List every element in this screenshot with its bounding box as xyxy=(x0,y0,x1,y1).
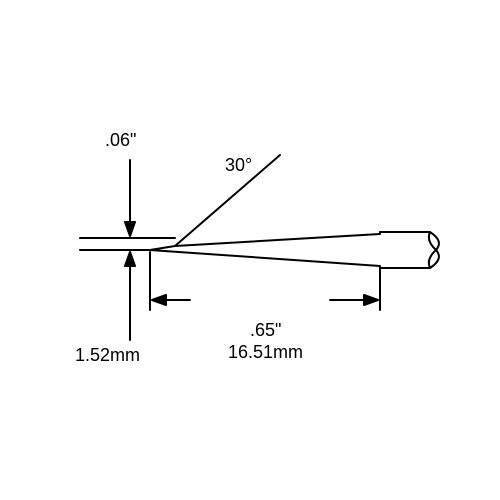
label-angle: 30° xyxy=(225,155,252,176)
diagram-stage: .06" 30° 1.52mm .65" 16.51mm xyxy=(0,0,500,500)
label-tip-height-mm: 1.52mm xyxy=(75,345,140,366)
diagram-svg xyxy=(0,0,500,500)
label-length-in: .65" xyxy=(250,320,281,341)
label-length-mm: 16.51mm xyxy=(228,342,303,363)
label-tip-height-in: .06" xyxy=(105,130,136,151)
